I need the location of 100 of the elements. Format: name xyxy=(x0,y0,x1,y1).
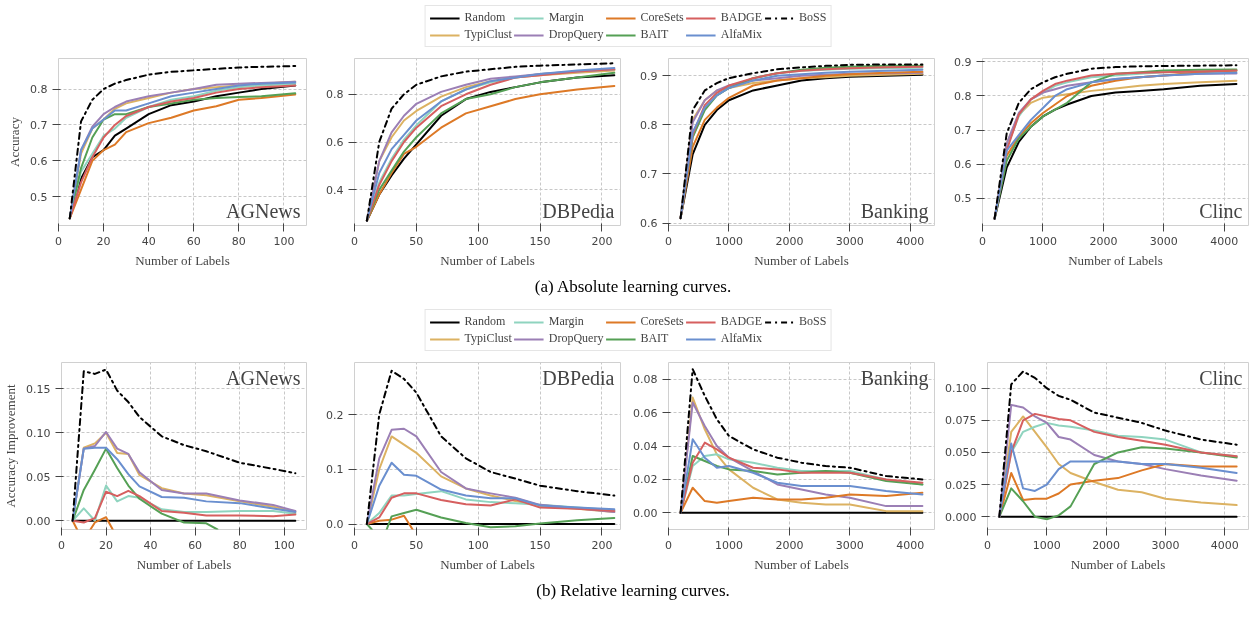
x-tick-label: 0 xyxy=(55,234,62,248)
x-axis-title: Number of Labels xyxy=(754,252,849,268)
legend-label: Random xyxy=(464,10,506,25)
x-tick-label: 100 xyxy=(273,234,295,248)
legend-label: Margin xyxy=(548,314,584,330)
x-axis-title: Number of Labels xyxy=(136,556,232,572)
y-tick-label: 0.7 xyxy=(30,118,48,132)
x-tick-label: 20 xyxy=(96,234,111,248)
x-axis-title: Number of Labels xyxy=(1070,556,1166,572)
x-tick-label: 60 xyxy=(188,538,203,552)
y-tick-label: 0.075 xyxy=(945,414,977,428)
x-axis-title: Number of Labels xyxy=(440,252,535,268)
x-tick-label: 150 xyxy=(529,538,551,552)
y-tick-label: 0.02 xyxy=(633,473,658,487)
y-tick-label: 0.050 xyxy=(945,446,977,460)
y-tick-label: 0.04 xyxy=(633,440,658,454)
legend-label: Margin xyxy=(548,10,584,25)
x-tick-label: 2000 xyxy=(1089,234,1118,248)
x-tick-label: 200 xyxy=(591,234,613,248)
x-tick-label: 80 xyxy=(232,538,247,552)
y-tick-label: 0.1 xyxy=(326,463,344,477)
y-tick-label: 0.000 xyxy=(945,510,977,524)
x-tick-label: 1000 xyxy=(714,234,743,248)
y-tick-label: 0.025 xyxy=(945,478,977,492)
x-tick-label: 80 xyxy=(231,234,246,248)
line-series xyxy=(71,490,297,524)
text: DBPedia xyxy=(542,199,615,222)
line-series xyxy=(71,484,297,522)
y-tick-label: 0.2 xyxy=(326,408,344,422)
x-tick-label: 0 xyxy=(665,234,672,248)
x-tick-label: 100 xyxy=(467,234,489,248)
x-tick-label: 50 xyxy=(409,234,424,248)
x-tick-label: 1000 xyxy=(1032,538,1061,552)
y-tick-label: 0.9 xyxy=(640,69,658,83)
y-tick-label: 0.8 xyxy=(954,89,972,103)
y-tick-label: 0.10 xyxy=(26,427,51,441)
legend-label: BAIT xyxy=(640,331,669,347)
y-tick-label: 0.8 xyxy=(30,83,48,97)
chart-title: AGNews xyxy=(226,366,301,389)
line-series xyxy=(71,447,219,530)
legend-label: BADGE xyxy=(720,314,763,330)
legend-label: BADGE xyxy=(720,10,763,25)
x-tick-label: 3000 xyxy=(835,234,864,248)
x-tick-label: 2000 xyxy=(775,234,804,248)
x-tick-label: 2000 xyxy=(775,538,804,552)
x-tick-label: 0 xyxy=(351,538,358,552)
text: (a) Absolute learning curves. xyxy=(534,276,732,298)
x-tick-label: 4000 xyxy=(896,234,925,248)
x-tick-label: 2000 xyxy=(1092,538,1121,552)
y-tick-label: 0.9 xyxy=(954,55,972,69)
x-tick-label: 100 xyxy=(467,538,489,552)
legend-label: AlfaMix xyxy=(720,331,763,347)
x-axis-title: Number of Labels xyxy=(135,252,230,268)
y-tick-label: 0.6 xyxy=(640,217,658,231)
y-tick-label: 0.4 xyxy=(326,183,344,197)
y-tick-label: 0.08 xyxy=(633,373,658,387)
legend-label: BoSS xyxy=(799,10,827,25)
x-tick-label: 200 xyxy=(591,538,613,552)
x-axis-title: Number of Labels xyxy=(440,556,535,572)
x-tick-label: 20 xyxy=(99,538,114,552)
legend-label: TypiClust xyxy=(464,331,512,347)
y-tick-label: 0.05 xyxy=(26,471,51,485)
chart-title: Clinc xyxy=(1199,366,1243,389)
y-tick-label: 0.100 xyxy=(945,382,977,396)
legend-label: BoSS xyxy=(799,314,827,330)
y-tick-label: 0.0 xyxy=(326,518,344,532)
x-axis-title: Number of Labels xyxy=(754,556,849,572)
x-tick-label: 0 xyxy=(665,538,672,552)
y-tick-label: 0.06 xyxy=(633,406,658,420)
x-tick-label: 1000 xyxy=(1028,234,1057,248)
x-tick-label: 0 xyxy=(984,538,991,552)
x-tick-label: 4000 xyxy=(1210,538,1239,552)
chart-title: DBPedia xyxy=(542,366,615,389)
y-tick-label: 0.15 xyxy=(26,383,51,397)
x-tick-label: 0 xyxy=(979,234,986,248)
x-tick-label: 40 xyxy=(143,538,158,552)
x-tick-label: 4000 xyxy=(1210,234,1239,248)
legend-label: BAIT xyxy=(640,27,669,42)
text: Clinc xyxy=(1199,199,1243,222)
x-tick-label: 150 xyxy=(529,234,551,248)
y-tick-label: 0.8 xyxy=(326,88,344,102)
legend-label: TypiClust xyxy=(464,27,512,42)
x-tick-label: 100 xyxy=(273,538,295,552)
y-tick-label: 0.5 xyxy=(954,192,972,206)
x-tick-label: 50 xyxy=(409,538,424,552)
chart-title: Banking xyxy=(860,366,929,390)
y-tick-label: 0.8 xyxy=(640,118,658,132)
y-tick-label: 0.5 xyxy=(30,190,48,204)
text: (b) Relative learning curves. xyxy=(536,580,730,603)
legend-label: CoreSets xyxy=(640,314,684,330)
text: AGNews xyxy=(226,199,301,222)
y-tick-label: 0.6 xyxy=(326,136,344,149)
x-tick-label: 0 xyxy=(58,538,65,552)
y-tick-label: 0.7 xyxy=(954,124,972,138)
x-tick-label: 40 xyxy=(141,234,156,248)
legend-label: AlfaMix xyxy=(720,27,763,42)
x-tick-label: 3000 xyxy=(1151,538,1180,552)
x-tick-label: 3000 xyxy=(835,538,864,552)
text: Banking xyxy=(860,199,929,223)
y-axis-title: Accuracy xyxy=(7,116,23,167)
